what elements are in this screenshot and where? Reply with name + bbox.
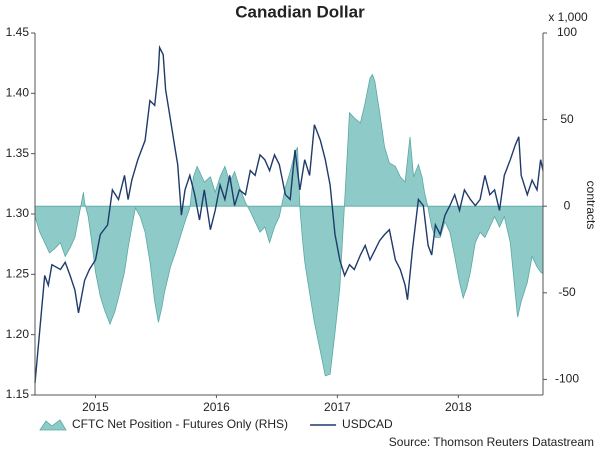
source-note: Source: Thomson Reuters Datastream — [389, 435, 594, 449]
legend-swatch — [39, 419, 67, 431]
y-tick-label: 1.45 — [6, 25, 30, 39]
y2-tick-label: 100 — [557, 25, 577, 39]
y-tick-label: 1.35 — [6, 146, 30, 160]
y2-axis-label: contracts — [584, 181, 598, 230]
x-tick-label: 2017 — [324, 400, 351, 414]
y-tick-label: 1.30 — [6, 206, 30, 220]
y2-unit: x 1,000 — [548, 10, 588, 24]
x-tick-label: 2015 — [82, 400, 109, 414]
y2-tick-label: 50 — [560, 112, 574, 126]
y-tick-label: 1.40 — [6, 86, 30, 100]
legend-label: USDCAD — [342, 417, 393, 431]
area — [34, 73, 544, 377]
y-tick-label: 1.15 — [6, 387, 30, 401]
chart-title: Canadian Dollar — [235, 2, 365, 21]
y-tick-label: 1.25 — [6, 267, 30, 281]
line — [34, 44, 544, 383]
y2-tick-label: 0 — [564, 198, 571, 212]
x-tick-label: 2018 — [445, 400, 472, 414]
legend-label: CFTC Net Position - Futures Only (RHS) — [72, 417, 288, 431]
y2-tick-label: -100 — [555, 372, 579, 386]
y-tick-label: 1.20 — [6, 327, 30, 341]
x-tick-label: 2016 — [203, 400, 230, 414]
y2-tick-label: -50 — [558, 285, 576, 299]
